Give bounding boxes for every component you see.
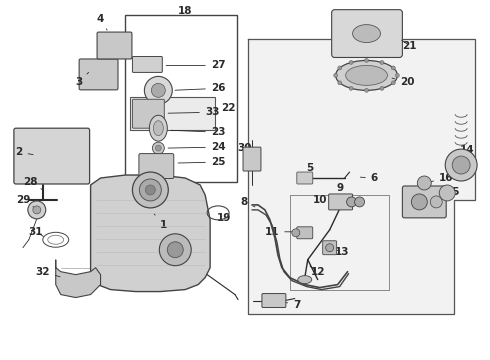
Circle shape [151, 84, 165, 97]
Text: 30: 30 [238, 143, 252, 158]
Text: 14: 14 [460, 145, 474, 155]
Circle shape [430, 196, 442, 208]
Bar [125, 15, 237, 182]
Circle shape [349, 86, 353, 90]
Circle shape [412, 194, 427, 210]
FancyBboxPatch shape [97, 32, 132, 59]
Circle shape [355, 197, 365, 207]
Bar [130, 97, 215, 130]
Circle shape [392, 66, 395, 70]
Text: 33: 33 [168, 107, 220, 117]
Circle shape [334, 73, 338, 77]
Text: 18: 18 [178, 6, 193, 15]
Circle shape [346, 197, 357, 207]
Circle shape [338, 66, 342, 70]
Text: 23: 23 [171, 127, 225, 137]
FancyBboxPatch shape [323, 241, 337, 255]
Text: 5: 5 [306, 163, 314, 173]
FancyBboxPatch shape [297, 172, 313, 184]
Text: 1: 1 [154, 214, 167, 230]
Circle shape [445, 149, 477, 181]
Text: 4: 4 [97, 14, 107, 30]
Text: 13: 13 [334, 247, 349, 257]
Text: 8: 8 [241, 197, 255, 207]
Text: 6: 6 [360, 173, 378, 183]
Ellipse shape [149, 115, 167, 141]
FancyBboxPatch shape [262, 293, 286, 307]
Ellipse shape [345, 66, 388, 85]
Text: 22: 22 [215, 103, 235, 113]
Polygon shape [91, 175, 210, 292]
FancyBboxPatch shape [14, 128, 90, 184]
Circle shape [380, 86, 384, 90]
Circle shape [146, 185, 155, 195]
Circle shape [439, 185, 455, 201]
Text: ЗА19: ЗА19 [359, 28, 374, 33]
Circle shape [452, 156, 470, 174]
Text: 11: 11 [265, 227, 295, 237]
Circle shape [292, 229, 300, 237]
Text: 7: 7 [283, 300, 300, 310]
Text: 31: 31 [28, 227, 44, 237]
Text: 24: 24 [168, 142, 225, 152]
Circle shape [33, 206, 41, 214]
FancyBboxPatch shape [139, 154, 174, 179]
Polygon shape [248, 39, 475, 315]
Circle shape [145, 76, 172, 104]
Text: 28: 28 [24, 177, 43, 190]
Text: 29: 29 [16, 195, 35, 208]
Text: 3: 3 [75, 72, 89, 87]
Circle shape [365, 58, 368, 62]
FancyBboxPatch shape [79, 59, 118, 90]
FancyBboxPatch shape [402, 186, 446, 218]
Circle shape [132, 172, 168, 208]
Circle shape [326, 244, 334, 252]
Text: 15: 15 [446, 187, 461, 197]
Circle shape [28, 201, 46, 219]
Circle shape [392, 81, 395, 85]
Text: 9: 9 [336, 183, 343, 193]
Circle shape [155, 145, 161, 151]
Text: 27: 27 [166, 60, 225, 71]
Text: 17: 17 [412, 205, 427, 215]
Text: 20: 20 [392, 77, 415, 87]
Circle shape [140, 179, 161, 201]
Ellipse shape [336, 60, 397, 90]
Text: 19: 19 [217, 213, 231, 223]
Circle shape [380, 60, 384, 64]
Text: 21: 21 [402, 40, 416, 50]
Ellipse shape [353, 24, 380, 42]
FancyBboxPatch shape [297, 227, 313, 239]
Circle shape [159, 234, 191, 266]
Text: 16: 16 [428, 173, 453, 183]
Text: 25: 25 [178, 157, 225, 167]
Ellipse shape [153, 121, 163, 136]
FancyBboxPatch shape [329, 194, 353, 210]
Circle shape [338, 81, 342, 85]
Circle shape [417, 176, 431, 190]
Circle shape [152, 142, 164, 154]
Circle shape [167, 242, 183, 258]
FancyBboxPatch shape [332, 10, 402, 58]
Text: 32: 32 [36, 267, 60, 277]
FancyBboxPatch shape [132, 99, 164, 128]
Circle shape [395, 73, 399, 77]
FancyBboxPatch shape [132, 57, 162, 72]
FancyBboxPatch shape [243, 147, 261, 171]
Text: 12: 12 [310, 266, 325, 276]
Polygon shape [56, 260, 100, 298]
Circle shape [349, 60, 353, 64]
Text: 10: 10 [313, 195, 332, 205]
Text: 26: 26 [175, 84, 225, 93]
Ellipse shape [298, 276, 312, 284]
Text: 2: 2 [15, 147, 33, 157]
Circle shape [365, 88, 368, 92]
